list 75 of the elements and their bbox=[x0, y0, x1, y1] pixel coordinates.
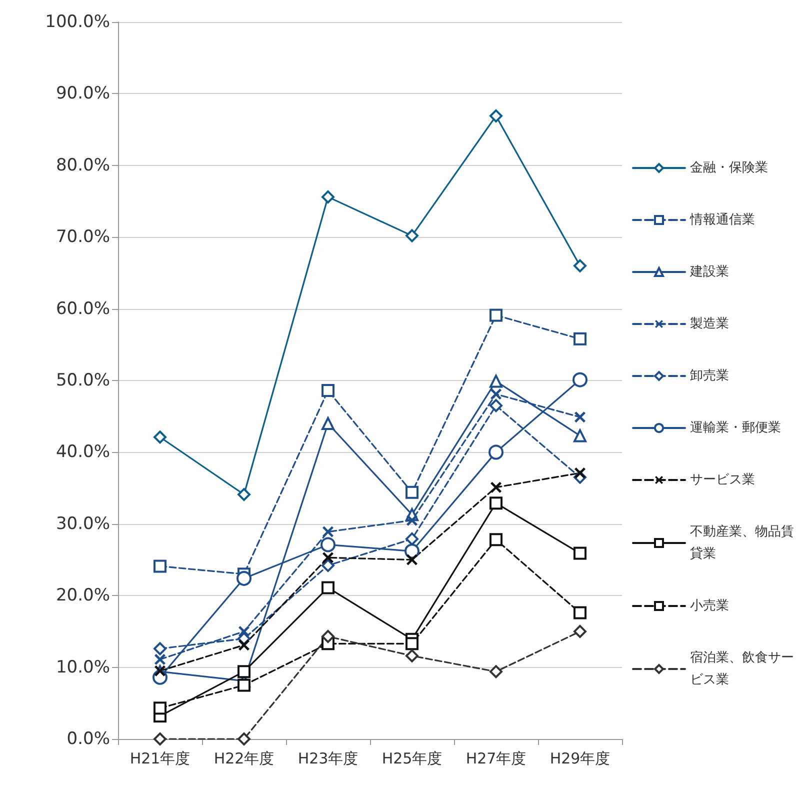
point bbox=[322, 581, 334, 594]
legend-label: サービス業 bbox=[690, 472, 755, 488]
point bbox=[404, 544, 420, 559]
point bbox=[406, 229, 418, 242]
legend-label: 宿泊業、飲食サービス業 bbox=[690, 650, 794, 688]
point bbox=[406, 554, 418, 566]
point bbox=[490, 482, 502, 493]
point bbox=[490, 308, 502, 322]
point bbox=[238, 488, 250, 502]
point bbox=[490, 374, 502, 388]
point bbox=[574, 624, 586, 638]
point bbox=[490, 533, 502, 546]
x-tick-label: H25年度 bbox=[382, 750, 442, 768]
point bbox=[490, 665, 502, 678]
point bbox=[406, 532, 418, 546]
point bbox=[490, 496, 502, 510]
y-tick-label: 60.0% bbox=[56, 298, 110, 319]
legend-label: 小売業 bbox=[690, 598, 729, 614]
point bbox=[572, 372, 588, 388]
x-tick-label: H23年度 bbox=[298, 750, 358, 768]
legend-label: 運輸業・郵便業 bbox=[690, 420, 781, 436]
y-tick-label: 70.0% bbox=[56, 227, 110, 248]
y-tick-label: 30.0% bbox=[56, 514, 110, 534]
y-tick-label: 10.0% bbox=[56, 657, 110, 678]
x-tick-label: H22年度 bbox=[214, 750, 274, 768]
point bbox=[322, 552, 334, 564]
point bbox=[154, 642, 166, 656]
x-tick-label: H27年度 bbox=[466, 750, 526, 768]
y-tick-label: 20.0% bbox=[56, 586, 110, 606]
point bbox=[238, 640, 250, 651]
point bbox=[488, 444, 504, 460]
point bbox=[322, 384, 334, 398]
y-tick-label: 50.0% bbox=[56, 370, 110, 390]
point bbox=[574, 606, 586, 620]
y-tick-label: 100.0% bbox=[45, 12, 110, 32]
point bbox=[406, 637, 418, 650]
point bbox=[574, 546, 586, 560]
y-tick-label: 40.0% bbox=[56, 442, 110, 462]
y-tick-label: 90.0% bbox=[56, 84, 110, 104]
point bbox=[236, 570, 252, 586]
y-tick-label: 0.0% bbox=[66, 729, 110, 749]
point bbox=[154, 654, 166, 665]
point bbox=[322, 630, 334, 643]
point bbox=[322, 417, 334, 430]
point bbox=[320, 537, 336, 552]
point bbox=[154, 560, 166, 573]
point bbox=[238, 665, 250, 678]
point bbox=[490, 399, 502, 412]
point bbox=[574, 467, 586, 478]
point bbox=[322, 558, 334, 572]
legend-label: 情報通信業 bbox=[689, 212, 755, 228]
point bbox=[238, 678, 250, 692]
point bbox=[154, 732, 166, 746]
point bbox=[238, 732, 250, 746]
point bbox=[574, 332, 586, 346]
point bbox=[490, 109, 502, 122]
point bbox=[406, 514, 418, 526]
point bbox=[574, 429, 586, 442]
x-tick-label: H29年度 bbox=[550, 750, 610, 768]
point bbox=[154, 702, 166, 715]
legend-label: 不動産業、物品賃貸業 bbox=[690, 524, 794, 562]
point bbox=[574, 412, 586, 423]
legend-label: 製造業 bbox=[690, 316, 729, 332]
legend-label: 建設業 bbox=[689, 264, 729, 280]
x-tick-label: H21年度 bbox=[130, 750, 190, 768]
point bbox=[490, 388, 502, 400]
point bbox=[574, 259, 586, 272]
legend-label: 卸売業 bbox=[690, 368, 729, 384]
point bbox=[406, 486, 418, 499]
point bbox=[322, 526, 334, 538]
y-tick-label: 80.0% bbox=[56, 155, 110, 176]
point bbox=[322, 190, 334, 204]
point bbox=[154, 430, 166, 444]
legend-label: 金融・保険業 bbox=[690, 160, 768, 176]
point bbox=[406, 649, 418, 662]
